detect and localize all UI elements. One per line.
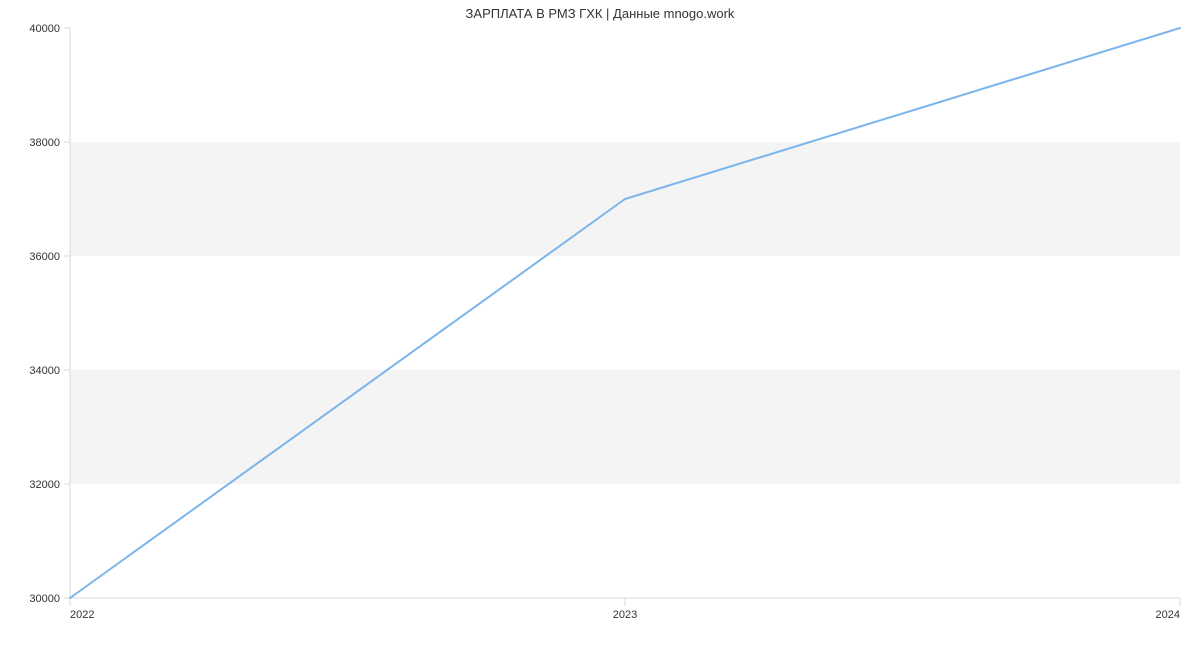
y-tick-label: 34000 xyxy=(29,365,60,377)
x-tick-label: 2023 xyxy=(613,609,637,621)
chart-svg: 30000 32000 34000 36000 38000 40000 2022 2023 20… xyxy=(0,0,1200,650)
y-tick-label: 30000 xyxy=(29,593,60,605)
series-line-salary xyxy=(70,28,1180,598)
x-tick-label: 2024 xyxy=(1156,609,1180,621)
y-tick-label: 38000 xyxy=(29,137,60,149)
grid-band xyxy=(70,370,1180,484)
y-tick-label: 36000 xyxy=(29,251,60,263)
chart-container: ЗАРПЛАТА В РМЗ ГХК | Данные mnogo.work 3… xyxy=(0,0,1200,650)
y-tick-label: 32000 xyxy=(29,479,60,491)
y-tick-label: 40000 xyxy=(29,23,60,35)
x-tick-label: 2022 xyxy=(70,609,94,621)
